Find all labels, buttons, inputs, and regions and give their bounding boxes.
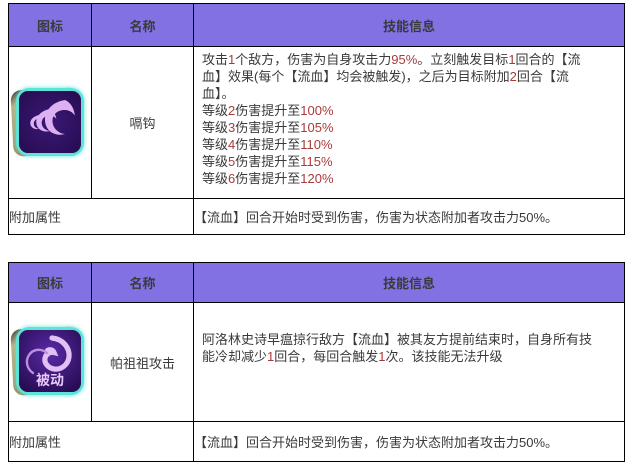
svg-text:被动: 被动 — [36, 370, 64, 390]
